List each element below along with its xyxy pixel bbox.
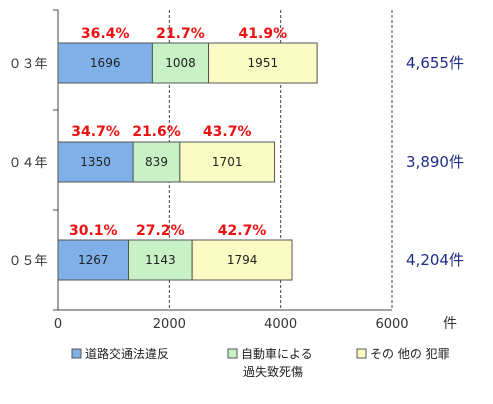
legend-label: 道路交通法違反 <box>85 346 169 361</box>
bar-segment-1-2 <box>179 141 276 183</box>
bar-segment-1-0 <box>57 141 134 183</box>
bar-segment-2-1 <box>128 239 193 281</box>
bar-value-label: 1267 <box>78 253 109 267</box>
percent-label: 43.7% <box>203 124 252 140</box>
y-category-label: ０３年 <box>8 57 47 72</box>
percent-label: 34.7% <box>71 124 120 140</box>
bar-value-label: 1350 <box>80 155 111 169</box>
total-label: 3,890件 <box>406 153 464 171</box>
y-axis-categories: ０３年 ０４年 ０５年 <box>8 57 47 269</box>
percent-label: 41.9% <box>239 26 288 42</box>
bar-value-label: 839 <box>145 155 168 169</box>
percent-label: 21.6% <box>132 124 181 140</box>
legend-swatch <box>71 348 82 359</box>
percent-label: 21.7% <box>156 26 205 42</box>
bar-value-label: 1696 <box>90 56 121 70</box>
x-tick-label: 2000 <box>153 317 186 332</box>
total-label: 4,204件 <box>406 251 464 269</box>
percent-label: 42.7% <box>218 223 267 239</box>
bar-segment-2-2 <box>191 239 293 281</box>
bar-segment-0-2 <box>208 42 318 84</box>
bar-value-label: 1143 <box>145 253 176 267</box>
bar-segment-0-1 <box>151 42 210 84</box>
percent-label: 30.1% <box>69 223 118 239</box>
total-label: 4,655件 <box>406 54 464 72</box>
bar-segment-2-0 <box>57 239 130 281</box>
x-axis-ticks: 0 2000 4000 6000 件 <box>54 316 457 332</box>
x-axis-unit: 件 <box>443 316 457 332</box>
bar-value-label: 1794 <box>227 253 258 267</box>
bar-segment-1-1 <box>132 141 181 183</box>
legend-swatch <box>356 348 367 359</box>
percent-label: 36.4% <box>81 26 130 42</box>
x-tick-label: 6000 <box>375 317 408 332</box>
x-tick-label: 0 <box>54 317 62 332</box>
legend-label: 自動車による <box>241 347 313 361</box>
total-labels: 4,655件 3,890件 4,204件 <box>406 54 464 269</box>
bars: 1696 1008 1951 1350 839 1701 1267 1143 1794 <box>57 42 318 281</box>
percent-label: 27.2% <box>136 223 185 239</box>
y-category-label: ０５年 <box>8 254 47 269</box>
bar-value-label: 1951 <box>248 56 279 70</box>
percent-labels: 36.4% 21.7% 41.9% 34.7% 21.6% 43.7% 30.1% 27.2%… <box>69 26 287 239</box>
y-category-label: ０４年 <box>8 156 47 171</box>
x-tick-label: 4000 <box>264 317 297 332</box>
legend-label: 過失致死傷 <box>243 364 303 379</box>
legend-swatch <box>227 348 238 359</box>
bar-value-label: 1008 <box>165 56 196 70</box>
legend-label: その 他の 犯罪 <box>370 347 450 361</box>
bar-value-label: 1701 <box>212 155 243 169</box>
